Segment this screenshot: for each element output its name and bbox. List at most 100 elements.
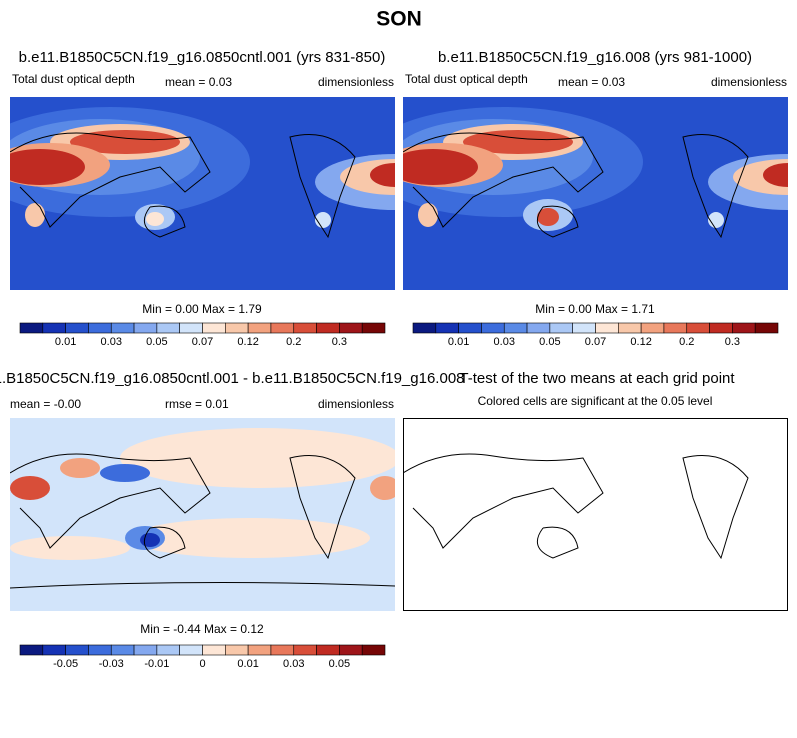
colorbar-box	[572, 322, 596, 334]
map-field	[10, 149, 85, 185]
panel-subheading: Colored cells are significant at the 0.0…	[478, 394, 713, 408]
colorbar: 0.01 0.03 0.05 0.07 0.12 0.2 0.3	[412, 322, 779, 348]
colorbar-label: -0.01	[144, 658, 169, 670]
colorbar-label: 0.2	[286, 336, 301, 348]
map-field	[10, 476, 50, 500]
panel-heading: b.e11.B1850C5CN.f19_g16.0850cntl.001 (yr…	[19, 49, 386, 66]
colorbar-box	[686, 322, 710, 334]
colorbar-box	[732, 322, 756, 334]
colorbar-box	[549, 322, 573, 334]
colorbar-box	[270, 322, 295, 334]
colorbar-box	[179, 644, 203, 656]
colorbar-box	[156, 322, 180, 334]
map	[403, 97, 788, 290]
colorbar-box	[202, 322, 226, 334]
colorbar-box	[339, 322, 363, 334]
panel-stats: Min = 0.00 Max = 1.71	[535, 302, 655, 316]
colorbar-box	[65, 322, 89, 334]
colorbar-label: 0.03	[494, 336, 515, 348]
panel-center: mean = 0.03	[165, 75, 232, 89]
map-field	[140, 533, 160, 547]
coastline	[403, 132, 749, 239]
colorbar-label: -0.05	[53, 658, 78, 670]
coastline	[10, 132, 356, 239]
map-field	[100, 464, 150, 482]
colorbar-label: 0.01	[55, 336, 76, 348]
map-field	[403, 149, 478, 185]
colorbar-label: 0.05	[146, 336, 167, 348]
panel-heading: T-test of the two means at each grid poi…	[459, 370, 735, 387]
colorbar-box	[316, 322, 340, 334]
colorbar-box	[202, 644, 226, 656]
colorbar-label: 0.12	[630, 336, 651, 348]
colorbar-box	[709, 322, 733, 334]
map-field	[537, 208, 559, 226]
colorbar-box	[458, 322, 482, 334]
colorbar-label: 0.05	[539, 336, 560, 348]
panel-center: rmse = 0.01	[165, 397, 229, 411]
coastline	[10, 453, 395, 589]
colorbar-box	[526, 322, 551, 334]
colorbar-box	[133, 644, 158, 656]
colorbar-box	[88, 644, 112, 656]
panel-left: mean = -0.00	[10, 397, 81, 411]
map-field	[370, 163, 395, 187]
colorbar-box	[225, 644, 249, 656]
map	[403, 418, 788, 611]
map-field	[418, 203, 438, 227]
colorbar-box	[133, 322, 158, 334]
colorbar-box	[316, 644, 340, 656]
map-field	[146, 212, 164, 226]
map-field	[120, 428, 395, 488]
colorbar-box	[225, 322, 249, 334]
map-background	[403, 418, 788, 611]
map-field	[763, 163, 788, 187]
colorbar-label: 0.01	[448, 336, 469, 348]
colorbar-box	[42, 644, 66, 656]
colorbar-box	[618, 322, 642, 334]
colorbar-box	[19, 322, 44, 334]
colorbar-box	[110, 644, 135, 656]
panel-right: dimensionless	[711, 75, 787, 89]
panel-right: dimensionless	[318, 75, 394, 89]
figure-title: SON	[376, 8, 422, 31]
colorbar-box	[361, 322, 386, 334]
colorbar-box	[179, 322, 203, 334]
colorbar-box	[65, 644, 89, 656]
colorbar-box	[754, 322, 779, 334]
panel-center: mean = 0.03	[558, 75, 625, 89]
panel-heading: b.e11.B1850C5CN.f19_g16.0850cntl.001 - b…	[0, 370, 464, 387]
colorbar-box	[42, 322, 66, 334]
panel-left: Total dust optical depth	[405, 72, 528, 86]
map	[10, 97, 395, 290]
colorbar-box	[293, 322, 317, 334]
colorbar-box	[435, 322, 459, 334]
colorbar-box	[19, 644, 44, 656]
colorbar-box	[595, 322, 619, 334]
colorbar-label: 0	[199, 658, 205, 670]
colorbar-box	[293, 644, 317, 656]
colorbar-box	[247, 644, 272, 656]
map-field	[25, 203, 45, 227]
panel-right: dimensionless	[318, 397, 394, 411]
map-field	[370, 476, 395, 500]
colorbar-box	[156, 644, 180, 656]
colorbar-label: 0.07	[192, 336, 213, 348]
colorbar-label: 0.2	[679, 336, 694, 348]
colorbar-label: 0.12	[237, 336, 258, 348]
colorbar-box	[361, 644, 386, 656]
panel-stats: Min = 0.00 Max = 1.79	[142, 302, 262, 316]
colorbar-label: 0.07	[585, 336, 606, 348]
colorbar-label: 0.3	[725, 336, 740, 348]
colorbar-label: 0.3	[332, 336, 347, 348]
colorbar-label: 0.01	[237, 658, 258, 670]
colorbar: 0.01 0.03 0.05 0.07 0.12 0.2 0.3	[19, 322, 386, 348]
map-field	[70, 130, 180, 154]
map-field	[60, 458, 100, 478]
colorbar-label: 0.03	[283, 658, 304, 670]
colorbar-box	[110, 322, 135, 334]
colorbar-box	[412, 322, 437, 334]
colorbar: -0.05 -0.03 -0.01 0 0.01 0.03 0.05	[19, 644, 386, 670]
colorbar-label: 0.03	[101, 336, 122, 348]
